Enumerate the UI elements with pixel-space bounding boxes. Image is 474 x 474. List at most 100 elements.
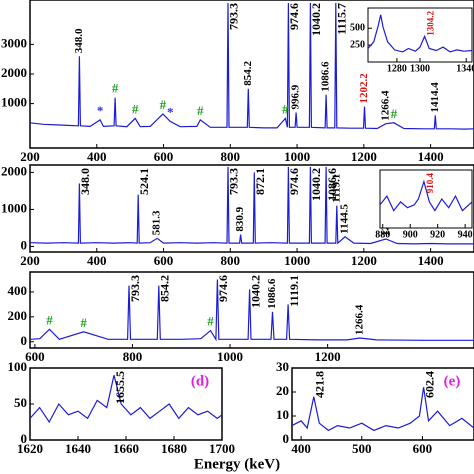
peak-marker: # [207, 314, 214, 329]
x-tick-label: 1280 [387, 63, 407, 74]
x-tick-label: 600 [413, 441, 433, 456]
y-tick-label: 1000 [1, 200, 27, 215]
y-tick-label: 250 [350, 39, 365, 50]
y-tick-label: 10 [276, 407, 289, 422]
plot-area [30, 375, 222, 424]
x-tick-label: 200 [20, 253, 40, 268]
peak-label: 1086.6 [320, 61, 332, 92]
peak-label: 854.2 [158, 275, 172, 302]
peak-marker: * [167, 104, 174, 119]
peak-label: 1655.5 [113, 371, 127, 404]
peak-marker: # [80, 315, 87, 330]
x-tick-label: 600 [154, 253, 174, 268]
peak-label: 974.6 [216, 275, 230, 302]
y-tick-label: 1000 [1, 95, 27, 110]
x-tick-label: 600 [154, 149, 174, 164]
peak-label: 602.4 [422, 371, 436, 398]
peak-label: 348.0 [73, 28, 85, 53]
x-tick-label: 600 [25, 349, 45, 364]
panel-label: (d) [191, 373, 209, 389]
y-tick-label: 30 [276, 359, 289, 374]
y-tick-label: 0 [21, 431, 28, 446]
x-tick-label: 1300 [410, 63, 430, 74]
y-tick-label: 50 [14, 395, 27, 410]
x-tick-label: 920 [430, 229, 445, 240]
peak-label: 348.0 [78, 168, 92, 195]
y-tick-label: 0 [21, 237, 28, 252]
x-tick-label: 400 [87, 253, 107, 268]
peak-label: 1040.2 [309, 168, 323, 201]
plot-area [380, 179, 472, 212]
peak-marker: # [197, 103, 204, 118]
y-tick-label: 500 [350, 23, 365, 34]
plot-area [30, 166, 474, 245]
peak-label: 1119.1 [330, 174, 342, 203]
x-tick-label: 1400 [418, 253, 444, 268]
peak-marker: # [132, 101, 139, 116]
spectrum-line [292, 387, 474, 432]
x-tick-label: 800 [221, 149, 241, 164]
x-tick-label: 800 [221, 253, 241, 268]
peak-label: 421.8 [313, 371, 327, 398]
spectrum-line [30, 2, 474, 130]
peak-label: 1414.4 [429, 82, 441, 113]
peak-label: 1266.4 [379, 90, 391, 121]
peak-label: 1304.2 [426, 11, 436, 36]
y-tick-label: 0 [283, 431, 290, 446]
peak-label: 1040.2 [309, 3, 323, 36]
plot-area [292, 387, 474, 432]
x-tick-label: 1640 [65, 441, 91, 456]
x-tick-label: 1680 [161, 441, 187, 456]
peak-label: 974.6 [287, 3, 301, 30]
peak-label: 793.3 [227, 168, 241, 195]
peak-label: 854.2 [242, 61, 254, 86]
peak-marker: # [282, 101, 289, 116]
peak-label: 581.3 [151, 210, 163, 235]
peak-marker: # [160, 97, 167, 112]
x-tick-label: 400 [87, 149, 107, 164]
peak-label: 1119.1 [287, 275, 301, 307]
peak-label: 1115.7 [335, 3, 349, 35]
x-tick-label: 1340 [456, 63, 474, 74]
spectrum-line [368, 14, 472, 53]
x-tick-label: 1700 [209, 441, 235, 456]
x-tick-label: 1000 [284, 253, 310, 268]
spectrum-line [30, 375, 222, 424]
peak-label: 1086.6 [266, 278, 278, 309]
x-tick-label: 200 [20, 149, 40, 164]
spectrum-line [30, 279, 474, 342]
peak-label: 793.3 [128, 275, 142, 302]
y-tick-label: 3000 [1, 35, 27, 50]
x-tick-label: 1660 [113, 441, 139, 456]
peak-label: 1086.6 [325, 168, 339, 201]
peak-marker: * [97, 103, 104, 118]
peak-marker: # [46, 312, 53, 327]
y-tick-label: 2000 [1, 65, 27, 80]
y-tick-label: 200 [8, 308, 28, 323]
x-tick-label: 1200 [351, 253, 377, 268]
peak-label: 996.9 [290, 84, 302, 109]
x-tick-label: 1200 [315, 349, 341, 364]
plot-frame [367, 7, 473, 63]
peak-label: 872.1 [253, 168, 267, 195]
peak-label: 910.4 [425, 173, 435, 194]
spectrum-line [380, 179, 472, 212]
y-tick-label: 2000 [1, 163, 27, 178]
spectrum-line [30, 166, 474, 245]
y-tick-label: 0 [21, 333, 28, 348]
x-tick-label: 940 [458, 229, 473, 240]
x-tick-label: 1000 [284, 149, 310, 164]
y-tick-label: 20 [276, 383, 289, 398]
x-tick-label: 1000 [217, 349, 243, 364]
plot-frame [29, 271, 474, 349]
x-tick-label: 800 [123, 349, 143, 364]
y-tick-label: 100 [8, 359, 28, 374]
peak-label: 974.6 [287, 168, 301, 195]
plot-area [368, 14, 472, 53]
plot-frame [29, 367, 223, 441]
x-tick-label: 400 [291, 441, 311, 456]
x-axis-label: Energy (keV) [194, 456, 280, 472]
plot-frame [291, 367, 474, 441]
peak-label: 793.3 [227, 3, 241, 30]
